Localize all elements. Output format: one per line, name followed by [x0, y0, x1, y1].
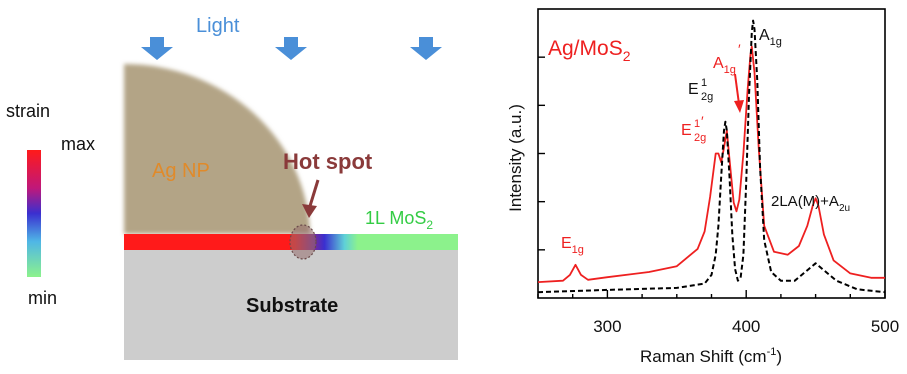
substrate	[124, 250, 458, 360]
peak-label-e2g-sub: 2g	[701, 91, 713, 103]
light-arrow-icon	[410, 37, 442, 60]
peak-label-e2g-ag: E	[681, 122, 692, 139]
strain-colorbar	[27, 150, 41, 277]
substrate-label: Substrate	[246, 295, 338, 317]
light-label: Light	[196, 15, 240, 37]
a1g-shift-arrow-icon	[734, 73, 744, 113]
series-line-mos2	[537, 19, 886, 294]
peak-label-2la: 2LA(M)+A2u	[771, 193, 850, 214]
ag-nanoparticle	[124, 63, 310, 234]
light-arrows	[141, 37, 442, 60]
hot-spot-label: Hot spot	[283, 149, 373, 174]
x-tick-label: 400	[732, 317, 760, 336]
series-lines	[537, 19, 886, 294]
strain-title: strain	[6, 101, 50, 121]
x-ticks: 300 400 500	[537, 290, 899, 336]
peak-label-e2g-ag-sub: 2g	[694, 132, 706, 144]
y-axis-label: Intensity (a.u.)	[506, 104, 525, 212]
legend-label: Ag/MoS2	[548, 37, 631, 64]
prime-mark: ′	[738, 41, 741, 57]
hot-spot-arrow-icon	[302, 179, 320, 218]
strain-min-label: min	[28, 288, 57, 308]
peak-label-e2g: E	[688, 81, 699, 98]
peak-label-e2g-ag-sup: 1	[694, 118, 700, 130]
raman-chart: 300 400 500 Ag/MoS2 Intensity (a.u.) Raman…	[506, 8, 899, 366]
series-line-ag-mos2	[537, 45, 885, 283]
prime-mark: ′	[701, 113, 704, 129]
peak-label-e2g-sup: 1	[701, 77, 707, 89]
light-arrow-icon	[141, 37, 173, 60]
peak-label-e1g: E1g	[561, 235, 584, 256]
hot-spot-marker	[289, 224, 317, 260]
x-tick-label: 300	[593, 317, 621, 336]
light-arrow-icon	[275, 37, 307, 60]
x-axis-label: Raman Shift (cm-1)	[640, 346, 782, 366]
ag-np-label: Ag NP	[152, 160, 210, 182]
peak-label-a1g-ag: A1g	[713, 55, 736, 76]
mos2-label: 1L MoS2	[365, 208, 433, 232]
schematic-panel: Light Substrate Ag NP Hot spot 1L MoS2 s…	[6, 15, 458, 360]
strain-max-label: max	[61, 134, 95, 154]
y-ticks	[538, 56, 545, 251]
x-tick-label: 500	[871, 317, 899, 336]
peak-label-a1g: A1g	[759, 27, 782, 48]
